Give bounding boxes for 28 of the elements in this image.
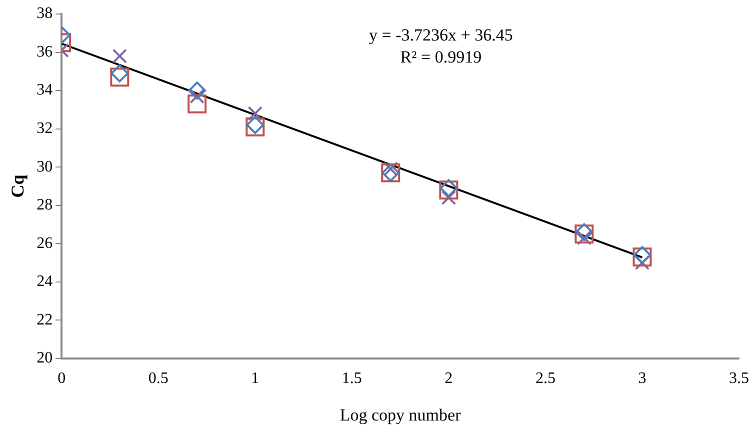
y-tick-label: 38 — [36, 5, 53, 22]
point — [110, 64, 129, 82]
y-axis-title: Cq — [7, 174, 28, 198]
y-tick-label: 36 — [36, 43, 53, 60]
point — [248, 106, 263, 121]
x-tick-label: 3 — [638, 370, 646, 388]
x-tick-label: 1 — [251, 370, 260, 388]
y-tick-label: 26 — [36, 234, 53, 252]
y-tick-label: 22 — [36, 311, 53, 328]
annotation: y = -3.7236x + 36.45 — [369, 25, 513, 44]
y-tick-label: 20 — [36, 350, 53, 367]
y-tick-label: 24 — [36, 273, 53, 290]
y-tick-label: 30 — [36, 158, 53, 176]
point — [112, 48, 128, 64]
x-tick-label: 1.5 — [342, 370, 362, 388]
annotation: R² = 0.9919 — [400, 47, 482, 66]
y-tick-label: 32 — [36, 120, 53, 138]
x-tick-label: 0.5 — [148, 370, 168, 388]
x-tick-label: 3.5 — [729, 370, 749, 388]
x-tick-label: 2.5 — [535, 370, 556, 388]
y-tick-label: 34 — [36, 82, 53, 99]
point — [188, 82, 206, 100]
point — [188, 94, 207, 114]
y-tick-label: 28 — [36, 196, 53, 214]
x-tick-label: 0 — [58, 370, 66, 388]
x-axis-title: Log copy number — [340, 405, 462, 424]
x-tick-label: 2 — [444, 370, 453, 388]
point — [110, 68, 130, 87]
